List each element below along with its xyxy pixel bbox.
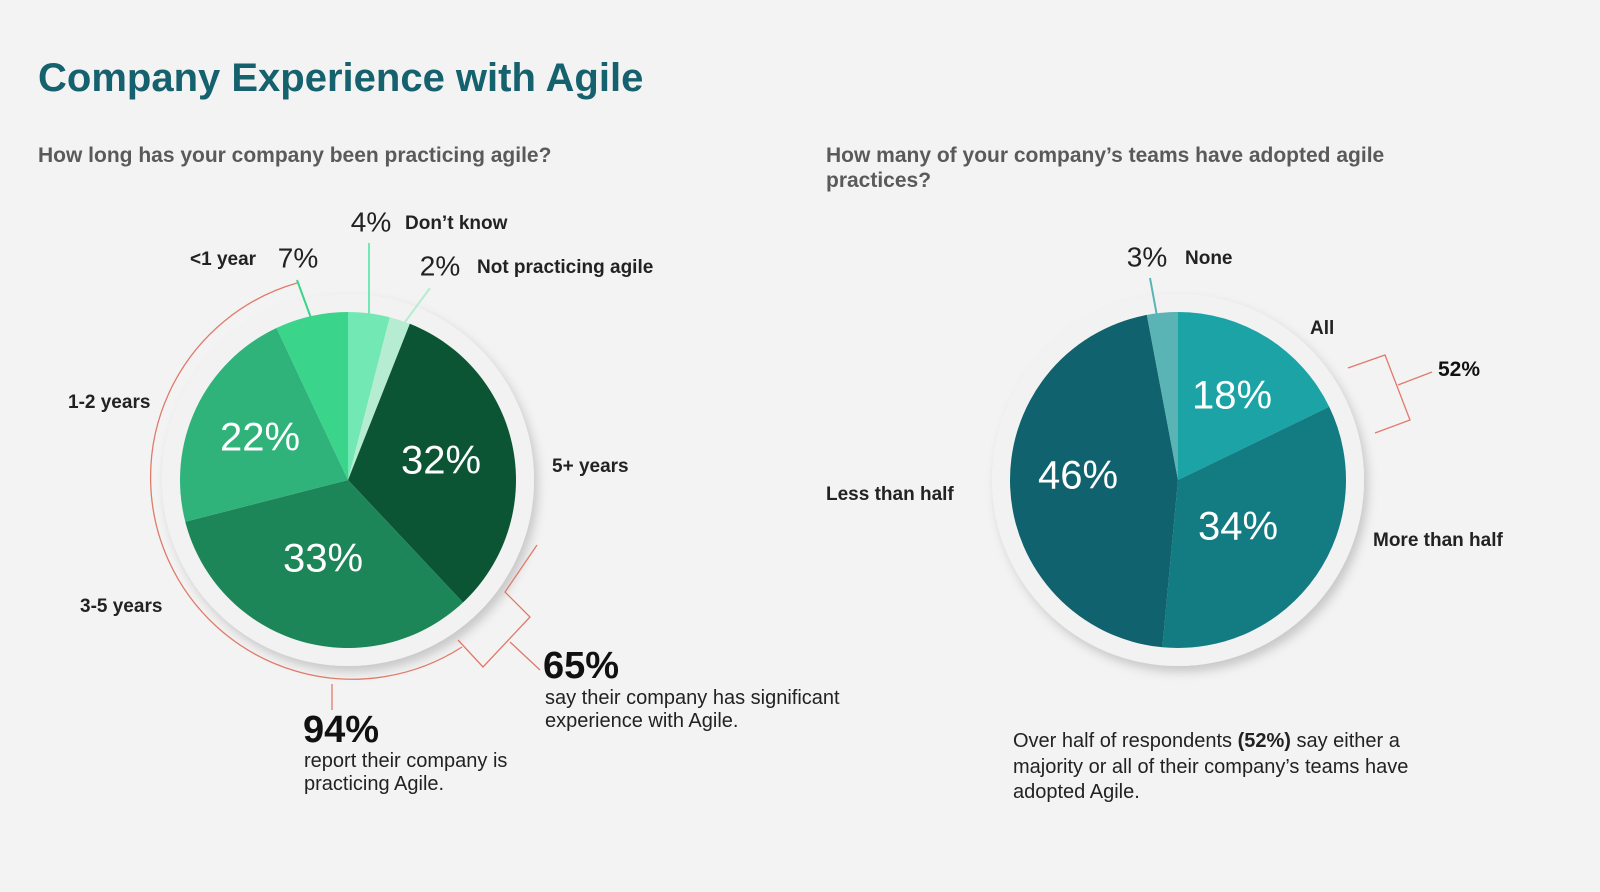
- leader-line: [404, 287, 431, 323]
- leader-52: [1397, 371, 1433, 386]
- value-label: 18%: [1192, 374, 1272, 418]
- page-title: Company Experience with Agile: [38, 56, 644, 100]
- bracket-94: [149, 282, 463, 680]
- pie-slice: [276, 312, 348, 480]
- category-label: Don’t know: [405, 213, 508, 234]
- leader-line: [1149, 277, 1158, 317]
- category-label: 1-2 years: [68, 392, 150, 413]
- pie-slice: [1009, 314, 1178, 648]
- value-label: 32%: [401, 439, 481, 483]
- pie-slice: [1178, 312, 1330, 480]
- leader-line: [296, 279, 312, 319]
- note-highlight: (52%): [1237, 730, 1291, 752]
- value-label: 33%: [283, 537, 363, 581]
- annotation-text: say their company has significant experi…: [545, 687, 840, 732]
- pie-slice: [1146, 312, 1178, 480]
- category-label: All: [1310, 318, 1334, 339]
- value-label: 7%: [278, 242, 318, 273]
- annotation-brackets: [149, 282, 1433, 710]
- bracket-65: [457, 544, 538, 668]
- value-label: 34%: [1198, 505, 1278, 549]
- note-text: say either a majority or all of their co…: [1013, 730, 1409, 803]
- annotation-value: 65%: [543, 645, 620, 687]
- annotation-value: 94%: [303, 709, 380, 751]
- value-label: 4%: [351, 206, 391, 237]
- chart-title: How many of your company’s teams have ad…: [826, 144, 1385, 192]
- category-label: None: [1185, 248, 1233, 269]
- category-label: <1 year: [190, 249, 257, 270]
- category-label: More than half: [1373, 530, 1504, 551]
- pie-slice: [348, 312, 390, 480]
- value-label: 3%: [1127, 241, 1167, 272]
- bracket-52: [1347, 354, 1411, 434]
- pie-slice: [179, 327, 348, 522]
- category-label: 5+ years: [552, 456, 629, 477]
- category-label: 3-5 years: [80, 596, 162, 617]
- pie-slice: [348, 317, 410, 480]
- value-label: 22%: [220, 416, 300, 460]
- pie-slice: [185, 480, 464, 649]
- value-label: 46%: [1038, 454, 1118, 498]
- leader-65: [509, 641, 541, 671]
- annotation-text: report their company is practicing Agile…: [304, 750, 508, 795]
- value-label: 2%: [420, 250, 460, 281]
- annotation-value: 52%: [1438, 358, 1481, 381]
- annotation-note: Over half of respondents (52%) say eithe…: [1013, 729, 1433, 806]
- pie-slice: [348, 323, 516, 603]
- category-label: Less than half: [826, 484, 954, 505]
- category-label: Not practicing agile: [477, 257, 653, 278]
- note-text: Over half of respondents: [1013, 730, 1238, 752]
- chart-title: How long has your company been practicin…: [38, 144, 552, 167]
- pie-slice: [1162, 406, 1346, 649]
